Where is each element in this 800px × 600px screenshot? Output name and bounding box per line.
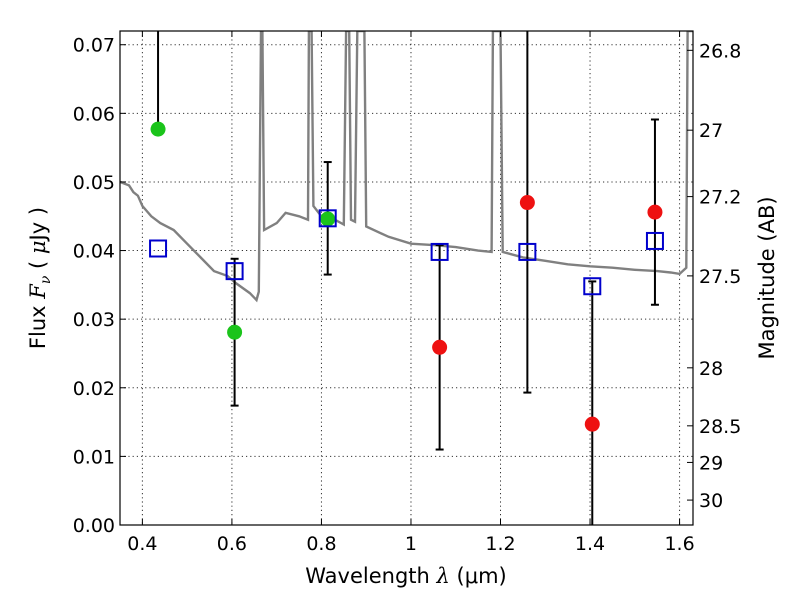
model-photometry-points xyxy=(149,209,664,296)
plot-frame xyxy=(119,30,694,526)
observed-point xyxy=(227,324,243,340)
observed-point xyxy=(519,195,535,211)
y-tick-label: 0.05 xyxy=(73,172,115,194)
y2-tick-label: 27.5 xyxy=(699,266,741,288)
x-axis-label: Wavelength λ (μm) xyxy=(305,564,506,588)
y2-tick-label: 28.5 xyxy=(699,416,741,438)
model-point xyxy=(149,239,168,258)
observed-point xyxy=(320,211,336,227)
model-point xyxy=(318,209,337,228)
y-tick-label: 0.00 xyxy=(73,515,115,537)
model-spectrum-line xyxy=(120,31,693,303)
y-tick-label: 0.07 xyxy=(73,35,115,57)
x-tick-label: 0.4 xyxy=(127,533,157,555)
y2-axis-ticks: 26.8 27 27.2 27.5 28 28.5 29 30 xyxy=(687,40,741,512)
y-tick-label: 0.02 xyxy=(73,378,115,400)
grid xyxy=(120,31,693,526)
y2-tick-label: 28 xyxy=(699,358,723,380)
observed-point xyxy=(150,121,166,137)
model-point xyxy=(645,231,664,250)
y2-tick-label: 26.8 xyxy=(699,40,741,62)
y-tick-label: 0.01 xyxy=(73,446,115,468)
observed-points xyxy=(150,121,663,432)
observed-point xyxy=(432,339,448,355)
y2-tick-label: 30 xyxy=(699,490,723,512)
y2-tick-label: 27.2 xyxy=(699,187,741,209)
x-tick-label: 1 xyxy=(405,533,417,555)
observed-point xyxy=(584,416,600,432)
y2-tick-label: 27 xyxy=(699,120,723,142)
y-tick-label: 0.06 xyxy=(73,103,115,125)
plot-area xyxy=(120,31,693,525)
x-tick-label: 1.6 xyxy=(664,533,694,555)
model-point xyxy=(225,262,244,281)
y-axis-ticks: 0.00 0.01 0.02 0.03 0.04 0.05 0.06 0.07 xyxy=(73,35,126,537)
observed-point xyxy=(647,204,663,220)
y2-tick-label: 29 xyxy=(699,452,723,474)
y-tick-label: 0.04 xyxy=(73,241,115,263)
x-tick-label: 0.6 xyxy=(217,533,247,555)
model-point xyxy=(430,242,449,261)
model-point xyxy=(583,277,602,296)
x-tick-label: 1.2 xyxy=(485,533,515,555)
y2-axis-label: Magnitude (AB) xyxy=(755,196,779,359)
x-tick-label: 0.8 xyxy=(306,533,336,555)
y-axis-label: Flux Fν ( μJy ) xyxy=(26,207,54,349)
y-tick-label: 0.03 xyxy=(73,309,115,331)
x-axis-ticks: 0.4 0.6 0.8 1 1.2 1.4 1.6 xyxy=(127,31,695,555)
model-point xyxy=(518,242,537,261)
x-tick-label: 1.4 xyxy=(575,533,605,555)
